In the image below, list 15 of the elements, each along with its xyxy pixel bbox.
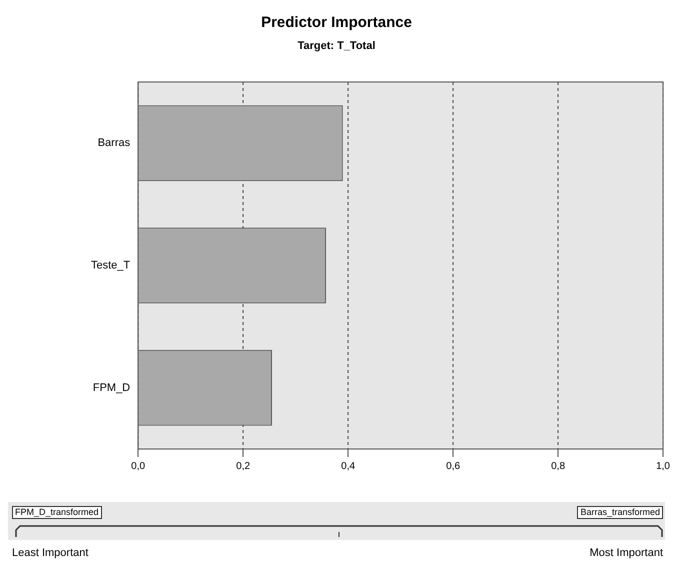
chart-subtitle: Target: T_Total — [296, 40, 376, 52]
x-tick-label: 0,4 — [341, 460, 356, 472]
x-tick-label: 0,8 — [551, 460, 566, 472]
y-tick-label: FPM_D — [92, 382, 130, 394]
x-tick-label: 1,0 — [656, 460, 670, 472]
chart-title: Predictor Importance — [260, 14, 413, 31]
y-tick-label: Teste_T — [90, 260, 130, 272]
y-tick-label: Barras — [98, 137, 131, 150]
text: Barras_transformed — [577, 506, 663, 519]
text: Least Important — [12, 547, 88, 559]
text: Most Important — [590, 547, 663, 559]
x-tick-label: 0,6 — [446, 460, 460, 472]
x-tick-label: 0,2 — [236, 460, 250, 472]
x-tick-label: 0,0 — [131, 460, 146, 472]
text: FPM_D_transformed — [12, 506, 102, 519]
